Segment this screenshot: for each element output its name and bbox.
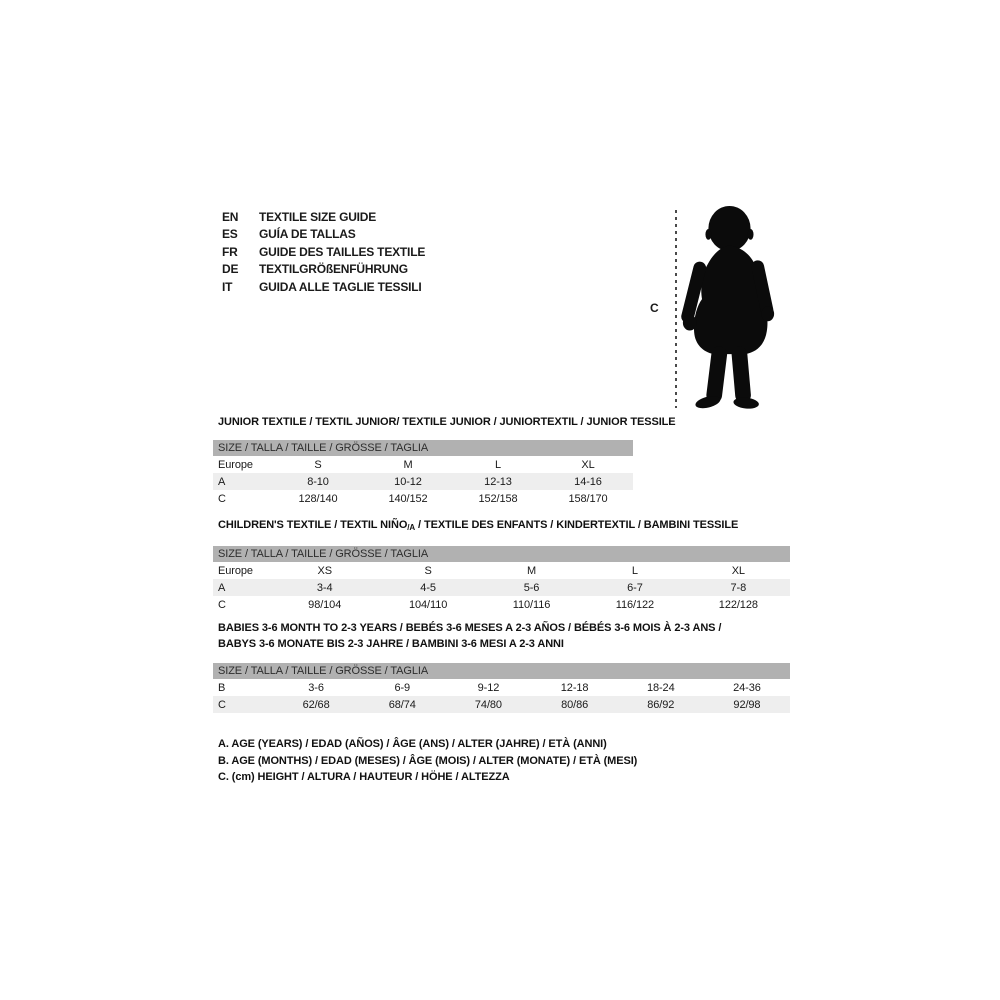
table-cell: L [631,564,638,577]
table-cell: 122/128 [718,598,758,611]
babies-size-table: SIZE / TALLA / TAILLE / GRÖSSE / TAGLIA B… [213,663,790,713]
table-cell: 24-36 [733,681,761,694]
table-cell: 110/116 [512,598,551,611]
title-text: JUNIOR TEXTILE / TEXTIL JUNIOR/ TEXTILE … [218,416,676,428]
table-cell: 86/92 [647,698,675,711]
table-cell: 116/122 [615,598,655,611]
table-row: A 8-10 10-12 12-13 14-16 [213,473,633,490]
row-label: C [218,492,226,505]
table-cell: M [403,458,413,471]
table-title-line: CHILDREN'S TEXTILE / TEXTIL NIÑO/A / TEX… [218,517,738,536]
table-cell: 62/68 [302,698,330,711]
table-row: A 3-4 4-5 5-6 6-7 7-8 [213,579,790,596]
size-header-bar: SIZE / TALLA / TAILLE / GRÖSSE / TAGLIA [213,546,790,562]
language-list: EN TEXTILE SIZE GUIDE ES GUÍA DE TALLAS FR GU… [222,208,425,296]
title-text: BABYS 3-6 MONATE BIS 2-3 JAHRE / BAMBINI… [218,638,564,650]
row-label: Europe [218,564,253,577]
legend-line: B. AGE (MONTHS) / EDAD (MESES) / ÂGE (MO… [218,754,638,767]
row-label: B [218,681,226,694]
language-label: TEXTILE SIZE GUIDE [259,209,377,224]
row-label: Europe [218,458,253,471]
table-cell: S [424,564,432,577]
table-cell: S [314,458,322,471]
table-row: B 3-6 6-9 9-12 12-18 18-24 24-36 [213,679,790,696]
table-row: C 98/104 104/110 110/116 116/122 122/128 [213,596,790,613]
size-header-bar: SIZE / TALLA / TAILLE / GRÖSSE / TAGLIA [213,663,790,679]
table-cell: XS [317,564,332,577]
table-cell: 18-24 [646,681,675,694]
size-header-bar: SIZE / TALLA / TAILLE / GRÖSSE / TAGLIA [213,440,633,456]
table-title-line: JUNIOR TEXTILE / TEXTIL JUNIOR/ TEXTILE … [218,414,676,430]
language-code: EN [222,209,239,224]
table-cell: 68/74 [388,698,416,711]
babies-table-title: BABIES 3-6 MONTH TO 2-3 YEARS / BEBÉS 3-… [218,620,721,652]
junior-table-title: JUNIOR TEXTILE / TEXTIL JUNIOR/ TEXTILE … [218,414,676,430]
table-title-line: BABYS 3-6 MONATE BIS 2-3 JAHRE / BAMBINI… [218,636,721,652]
table-cell: 3-6 [308,681,324,694]
children-size-table: SIZE / TALLA / TAILLE / GRÖSSE / TAGLIA E… [213,546,790,613]
table-cell: 7-8 [730,581,747,594]
row-label: A [218,475,226,488]
table-cell: 9-12 [477,681,500,694]
legend-line: C. (cm) HEIGHT / ALTURA / HAUTEUR / HÖHE… [218,771,510,783]
title-text: / TEXTILE DES ENFANTS / KINDERTEXTIL / B… [415,519,739,531]
language-label: GUIDE DES TAILLES TEXTILE [259,244,426,259]
table-cell: 12-13 [484,475,512,488]
table-cell: 12-18 [560,681,589,694]
table-cell: XL [581,458,595,471]
table-cell: M [526,564,537,577]
table-cell: XL [731,564,745,577]
table-title-line: BABIES 3-6 MONTH TO 2-3 YEARS / BEBÉS 3-… [218,620,721,636]
table-cell: 140/152 [388,492,428,505]
table-cell: 14-16 [574,475,602,488]
language-label: GUÍA DE TALLAS [259,227,356,242]
table-cell: 98/104 [308,598,342,611]
table-cell: 10-12 [394,475,422,488]
legend-line: A. AGE (YEARS) / EDAD (AÑOS) / ÂGE (ANS)… [218,738,607,750]
table-cell: 152/158 [478,492,518,505]
language-row: DE TEXTILGRÖßENFÜHRUNG [222,261,425,279]
table-cell: 6-9 [394,681,411,694]
title-text: BABIES 3-6 MONTH TO 2-3 YEARS / BEBÉS 3-… [218,622,722,634]
height-measure-line [675,210,677,408]
table-cell: 8-10 [307,475,329,488]
table-cell: L [494,458,502,471]
row-label: A [218,581,226,594]
table-cell: 128/140 [298,492,338,505]
language-row: EN TEXTILE SIZE GUIDE [222,208,425,226]
table-row: C 128/140 140/152 152/158 158/170 [213,490,633,507]
title-text: CHILDREN'S TEXTILE / TEXTIL NIÑO [218,519,408,531]
table-cell: 5-6 [523,581,540,594]
children-table-title: CHILDREN'S TEXTILE / TEXTIL NIÑO/A / TEX… [218,517,738,536]
language-code: ES [222,227,238,242]
language-code: IT [222,279,233,294]
baby-silhouette-icon [681,205,775,409]
table-row: Europe XS S M L XL [213,562,790,579]
language-row: ES GUÍA DE TALLAS [222,226,425,244]
language-label: GUIDA ALLE TAGLIE TESSILI [259,279,422,294]
table-cell: 80/86 [561,698,589,711]
row-label: C [218,598,226,611]
language-code: DE [222,262,239,277]
table-cell: 3-4 [316,581,333,594]
height-label: C [650,301,659,315]
row-label: C [218,698,226,711]
junior-size-table: SIZE / TALLA / TAILLE / GRÖSSE / TAGLIA E… [213,440,633,507]
table-cell: 6-7 [627,581,643,594]
language-code: FR [222,244,238,259]
table-row: Europe S M L XL [213,456,633,473]
title-text: /A [407,523,416,532]
table-cell: 158/170 [568,492,608,505]
table-cell: 92/98 [733,698,761,711]
table-cell: 104/110 [408,598,448,611]
language-row: IT GUIDA ALLE TAGLIE TESSILI [222,278,425,296]
language-label: TEXTILGRÖßENFÜHRUNG [259,262,408,277]
legend: A. AGE (YEARS) / EDAD (AÑOS) / ÂGE (ANS)… [218,736,637,786]
table-cell: 4-5 [420,581,436,594]
table-cell: 74/80 [474,698,502,711]
table-row: C 62/68 68/74 74/80 80/86 86/92 92/98 [213,696,790,713]
language-row: FR GUIDE DES TAILLES TEXTILE [222,243,425,261]
